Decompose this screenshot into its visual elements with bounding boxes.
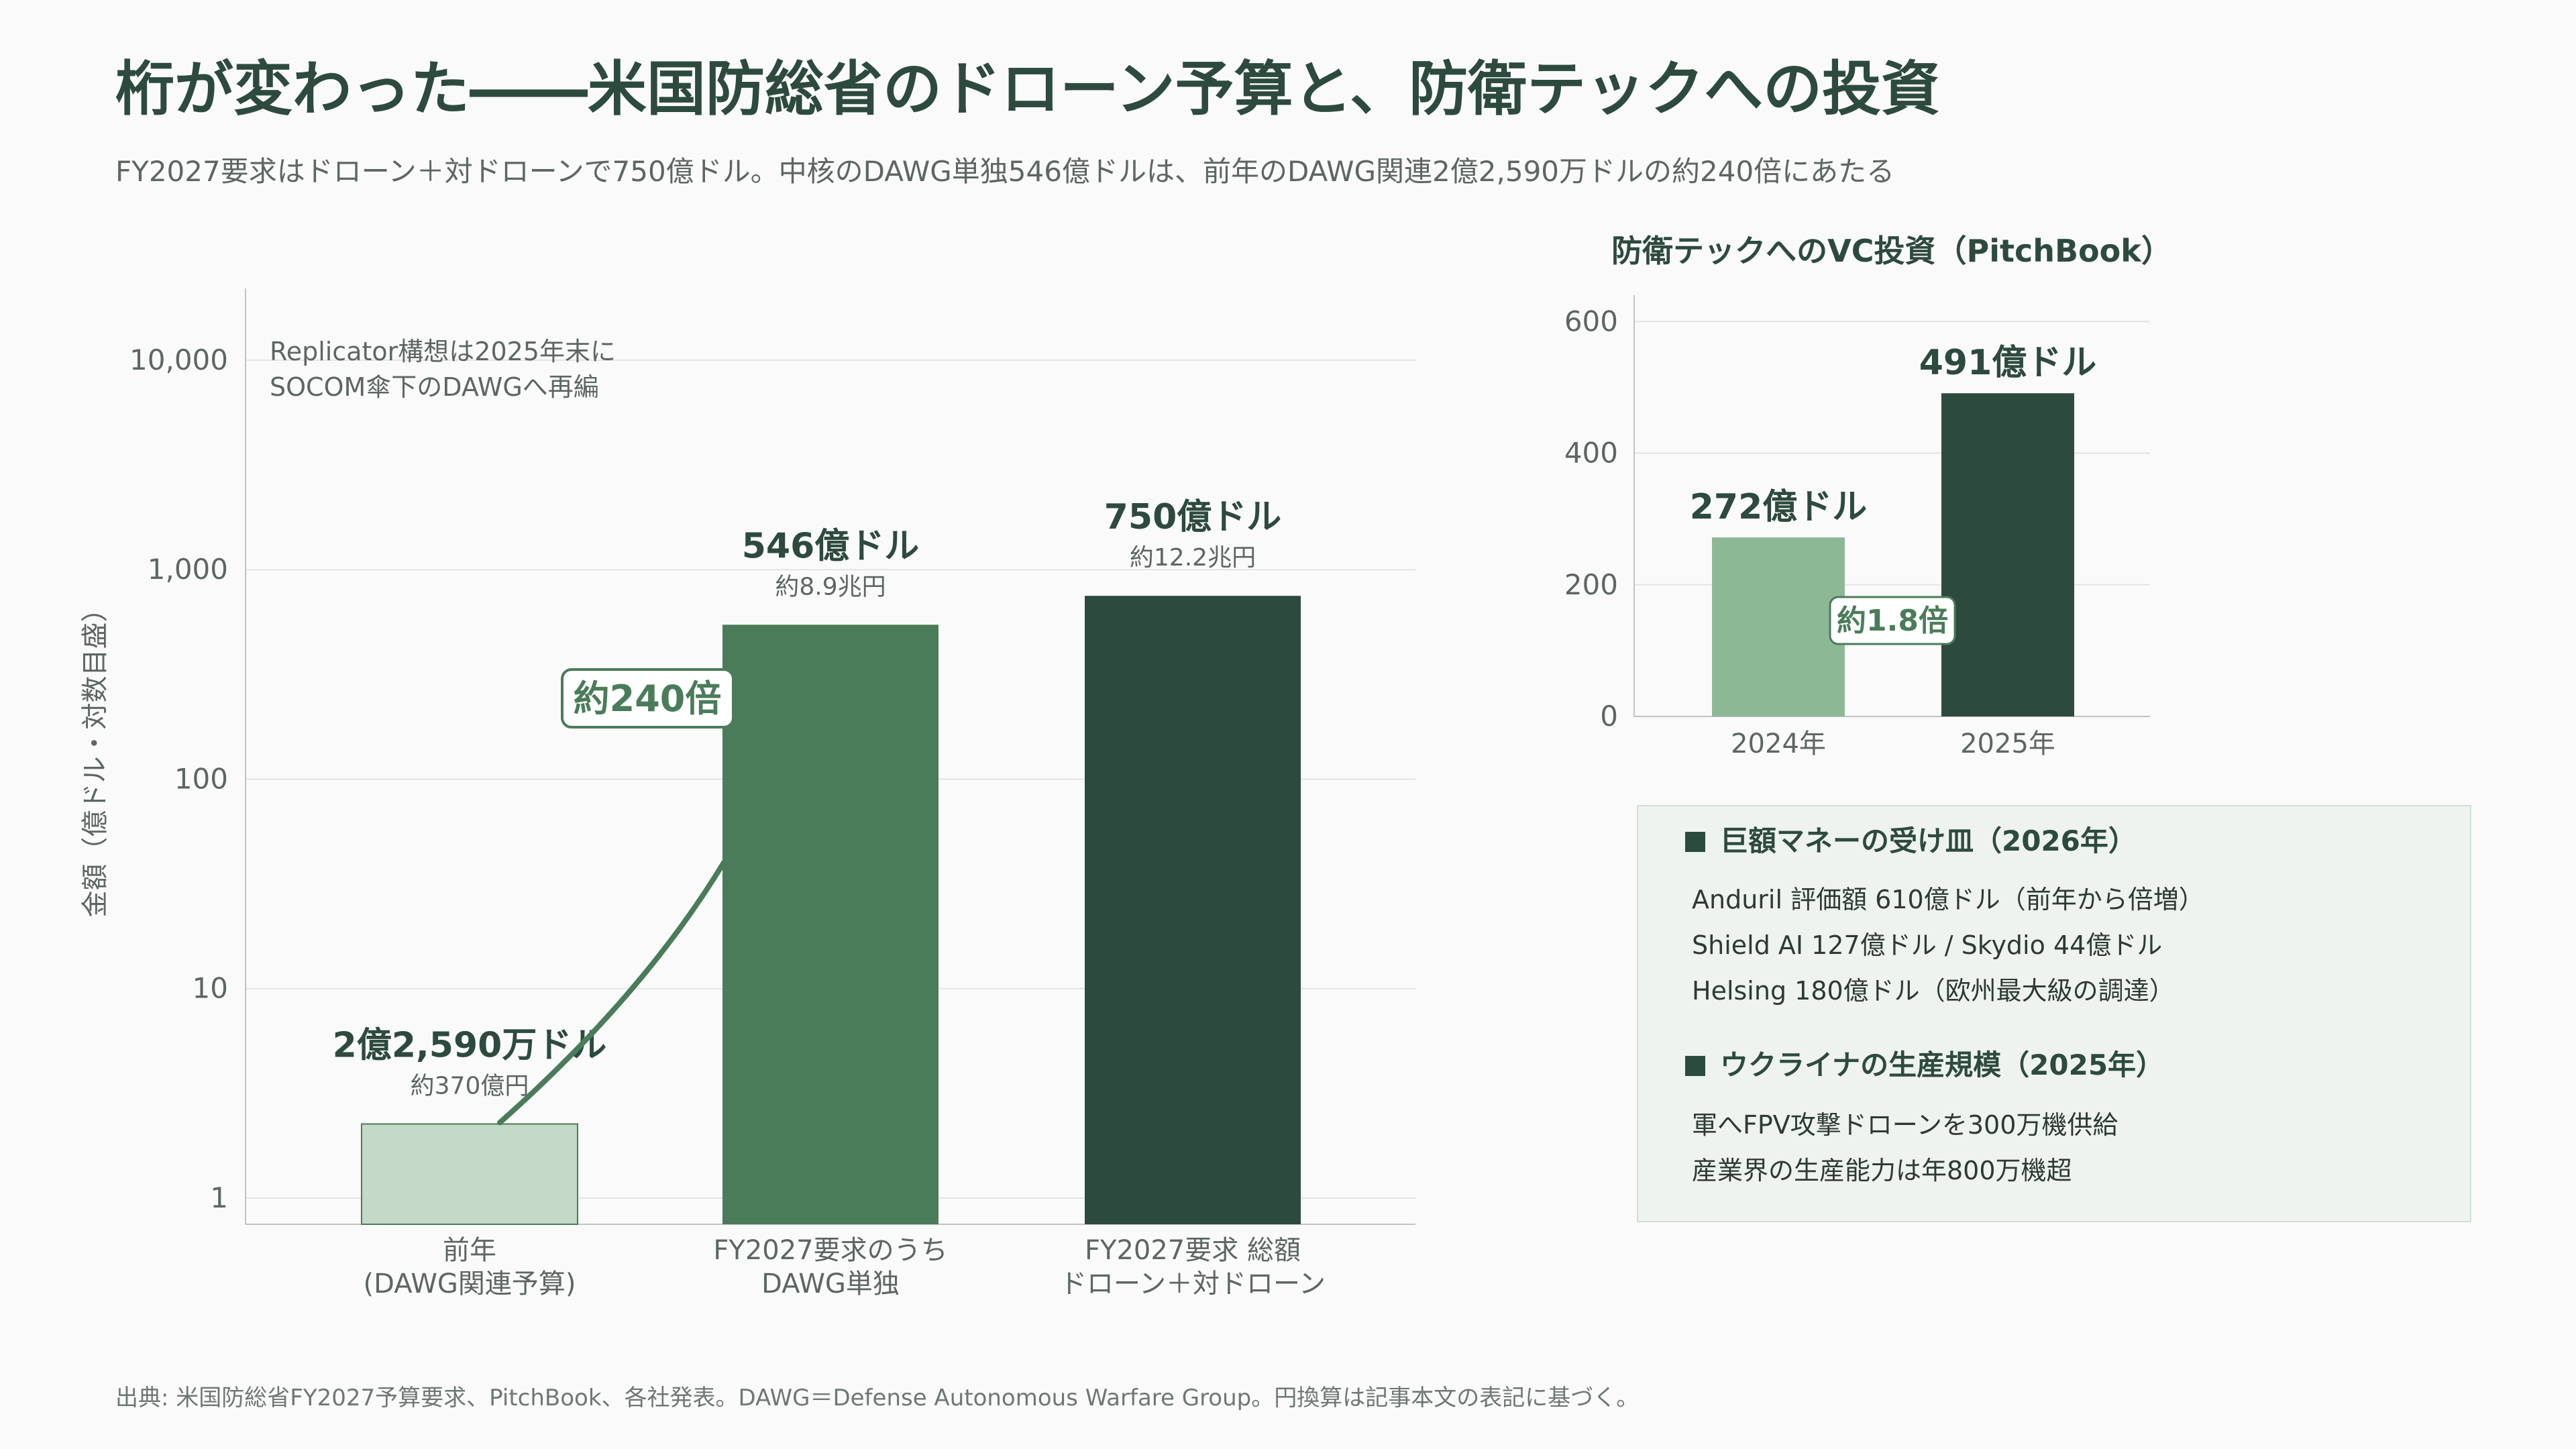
y-tick-label: 100 (174, 762, 228, 795)
y-tick-label: 400 (1564, 437, 1618, 470)
x-category-label: 前年 (443, 1235, 496, 1266)
bar (1712, 537, 1845, 716)
info-section-2-title: ウクライナの生産規模（2025年） (1720, 1049, 2165, 1081)
bar (722, 625, 938, 1224)
page-subtitle: FY2027要求はドローン＋対ドローンで750億ドル。中核のDAWG単独546億… (115, 155, 1895, 188)
source-note: 出典: 米国防総省FY2027予算要求、PitchBook、各社発表。DAWG＝… (115, 1385, 1640, 1411)
info-line: 産業界の生産能力は年800万機超 (1692, 1156, 2072, 1185)
bar (1085, 596, 1301, 1224)
x-category-label: ドローン＋対ドローン (1060, 1269, 1326, 1299)
y-axis-label: 金額（億ドル・対数目盛） (80, 596, 111, 918)
bar-value-label: 491億ドル (1919, 343, 2097, 383)
page-title: 桁が変わった――米国防総省のドローン予算と、防衛テックへの投資 (115, 54, 1941, 123)
bar (1941, 393, 2074, 716)
info-section-2-heading: ウクライナの生産規模（2025年） (1685, 1042, 2164, 1083)
square-bullet-icon (1685, 832, 1705, 852)
y-tick-label: 1,000 (148, 553, 228, 586)
annotation-line: Replicator構想は2025年末に (270, 337, 616, 366)
bar-value-label: 2億2,590万ドル (333, 1025, 607, 1065)
info-line: Helsing 180億ドル（欧州最大級の調達） (1692, 976, 2175, 1006)
ratio-callout-box (561, 668, 735, 729)
info-box: 巨額マネーの受け皿（2026年） Anduril 評価額 610億ドル（前年から… (1637, 805, 2471, 1222)
square-bullet-icon (1685, 1056, 1705, 1076)
y-tick-label: 10 (193, 972, 228, 1005)
growth-curve (497, 859, 727, 1126)
info-line: Shield AI 127億ドル / Skydio 44億ドル (1692, 930, 2163, 960)
x-category-label: 2025年 (1960, 729, 2055, 759)
bar-sub-label: 約12.2兆円 (1130, 544, 1256, 572)
ratio-callout-label: 約240倍 (574, 678, 722, 720)
bar-sub-label: 約370億円 (411, 1072, 529, 1099)
ratio-callout-label: 約1.8倍 (1837, 604, 1948, 638)
y-tick-label: 10,000 (129, 343, 228, 376)
info-line: 軍へFPV攻撃ドローンを300万機供給 (1692, 1110, 2118, 1140)
bar-value-label: 546億ドル (742, 526, 920, 566)
annotation-line: SOCOM傘下のDAWGへ再編 (270, 372, 599, 402)
y-tick-label: 600 (1564, 305, 1618, 337)
x-category-label: FY2027要求のうち (713, 1235, 947, 1266)
x-category-label: (DAWG関連予算) (363, 1269, 576, 1299)
bar-value-label: 750億ドル (1104, 497, 1282, 537)
x-category-label: 2024年 (1731, 729, 1826, 759)
info-section-1-heading: 巨額マネーの受け皿（2026年） (1685, 818, 2137, 859)
bar-value-label: 272億ドル (1690, 487, 1868, 527)
ratio-callout-box (1829, 596, 1956, 645)
vc-chart-title: 防衛テックへのVC投資（PitchBook） (1611, 233, 2172, 269)
bar (361, 1123, 578, 1226)
info-section-1-title: 巨額マネーの受け皿（2026年） (1720, 824, 2137, 857)
x-category-label: FY2027要求 総額 (1085, 1235, 1301, 1266)
y-tick-label: 200 (1564, 568, 1618, 601)
y-tick-label: 1 (210, 1181, 228, 1214)
y-tick-label: 0 (1600, 700, 1618, 733)
info-line: Anduril 評価額 610億ドル（前年から倍増） (1692, 885, 2204, 914)
bar-sub-label: 約8.9兆円 (775, 573, 885, 600)
x-category-label: DAWG単独 (761, 1269, 900, 1299)
